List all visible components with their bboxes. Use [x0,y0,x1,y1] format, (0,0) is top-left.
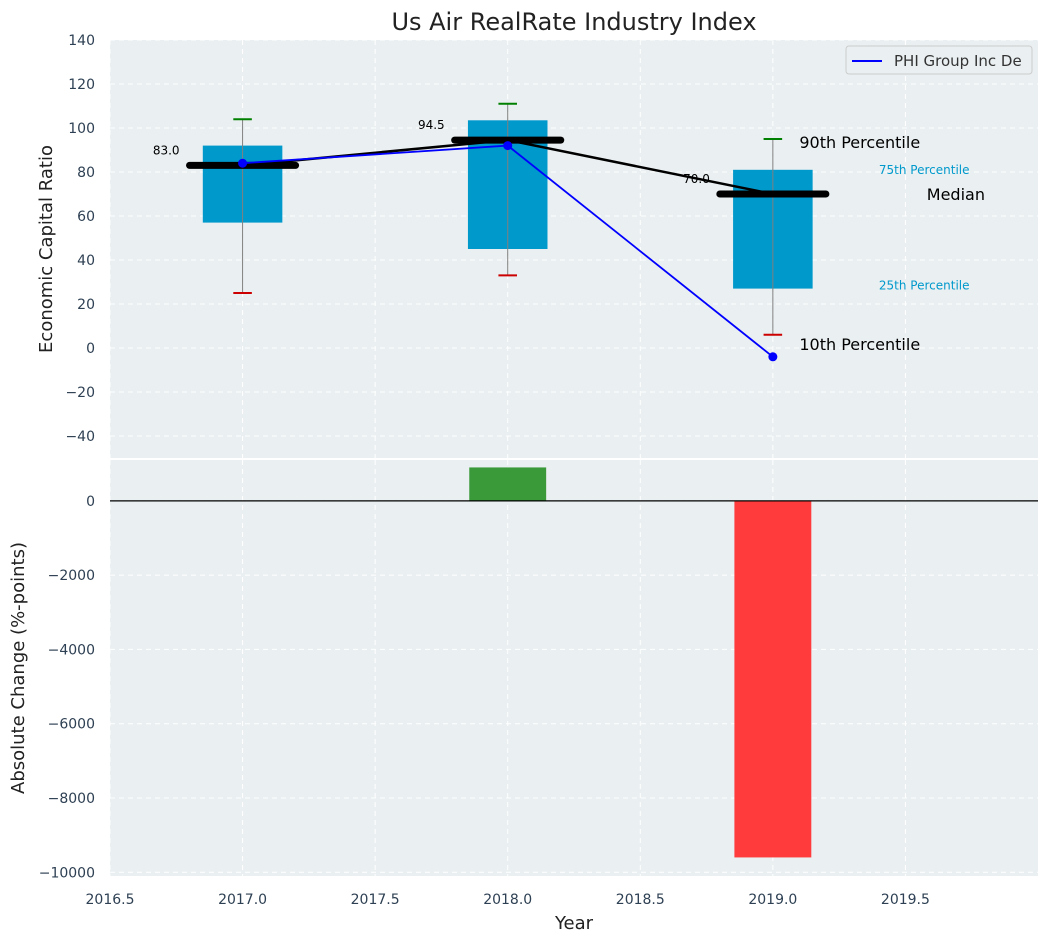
bottom-y-tick-labels: 0 −2000 −4000 −6000 −8000 −10000 [39,494,95,881]
percentile-boxes: 83.0 94.5 70.0 [153,102,830,336]
annotation-p25: 25th Percentile [879,279,970,293]
bottom-panel-background [110,460,1038,876]
x-tick-label: 2017.0 [218,892,267,908]
top-y-axis-label: Economic Capital Ratio [36,145,57,353]
top-y-tick-label: 80 [77,165,95,181]
x-tick-label: 2016.5 [86,892,135,908]
company-series-point [768,352,778,362]
x-tick-labels: 2016.5 2017.0 2017.5 2018.0 2018.5 2019.0 2019… [86,892,930,908]
median-value-label: 94.5 [418,118,445,132]
bottom-y-tick-label: −8000 [48,791,95,807]
top-y-tick-label: −40 [65,429,95,445]
annotation-p10: 10th Percentile [799,335,920,354]
top-y-tick-label: 140 [68,33,95,49]
x-tick-label: 2019.5 [881,892,930,908]
percentile-annotations: 90th Percentile 10th Percentile Median 75th… [799,133,985,354]
annotation-median: Median [927,185,985,204]
top-panel-background [110,40,1038,458]
bottom-y-axis-label: Absolute Change (%-points) [8,542,29,794]
bottom-y-tick-label: −4000 [48,642,95,658]
top-y-tick-label: 40 [77,253,95,269]
bottom-y-tick-label: 0 [86,494,95,510]
company-series-point [503,141,513,151]
top-y-tick-label: −20 [65,385,95,401]
top-y-tick-labels: 140 120 100 80 60 40 20 0 −20 −40 [65,33,95,445]
median-value-label: 70.0 [683,172,710,186]
x-tick-label: 2018.0 [483,892,532,908]
x-tick-label: 2019.0 [748,892,797,908]
x-tick-label: 2017.5 [351,892,400,908]
top-y-tick-label: 120 [68,77,95,93]
legend-box [845,45,1033,75]
top-y-tick-label: 0 [86,341,95,357]
legend-label: PHI Group Inc De [894,52,1022,70]
top-y-tick-label: 100 [68,121,95,137]
change-bars [110,467,1038,858]
change-bar [469,467,547,501]
bottom-y-tick-label: −2000 [48,568,95,584]
top-y-tick-label: 20 [77,297,95,313]
bottom-y-tick-label: −10000 [39,865,95,881]
x-tick-label: 2018.5 [616,892,665,908]
company-series-point [238,158,248,168]
annotation-p75: 75th Percentile [879,163,970,177]
change-bar [734,500,812,858]
chart-title: Us Air RealRate Industry Index [391,8,756,36]
bottom-y-tick-label: −6000 [48,717,95,733]
top-y-tick-label: 60 [77,209,95,225]
company-series [238,141,778,362]
x-axis-label: Year [554,913,594,934]
annotation-p90: 90th Percentile [799,133,920,152]
legend: PHI Group Inc De [845,45,1033,75]
median-value-label: 83.0 [153,143,180,157]
